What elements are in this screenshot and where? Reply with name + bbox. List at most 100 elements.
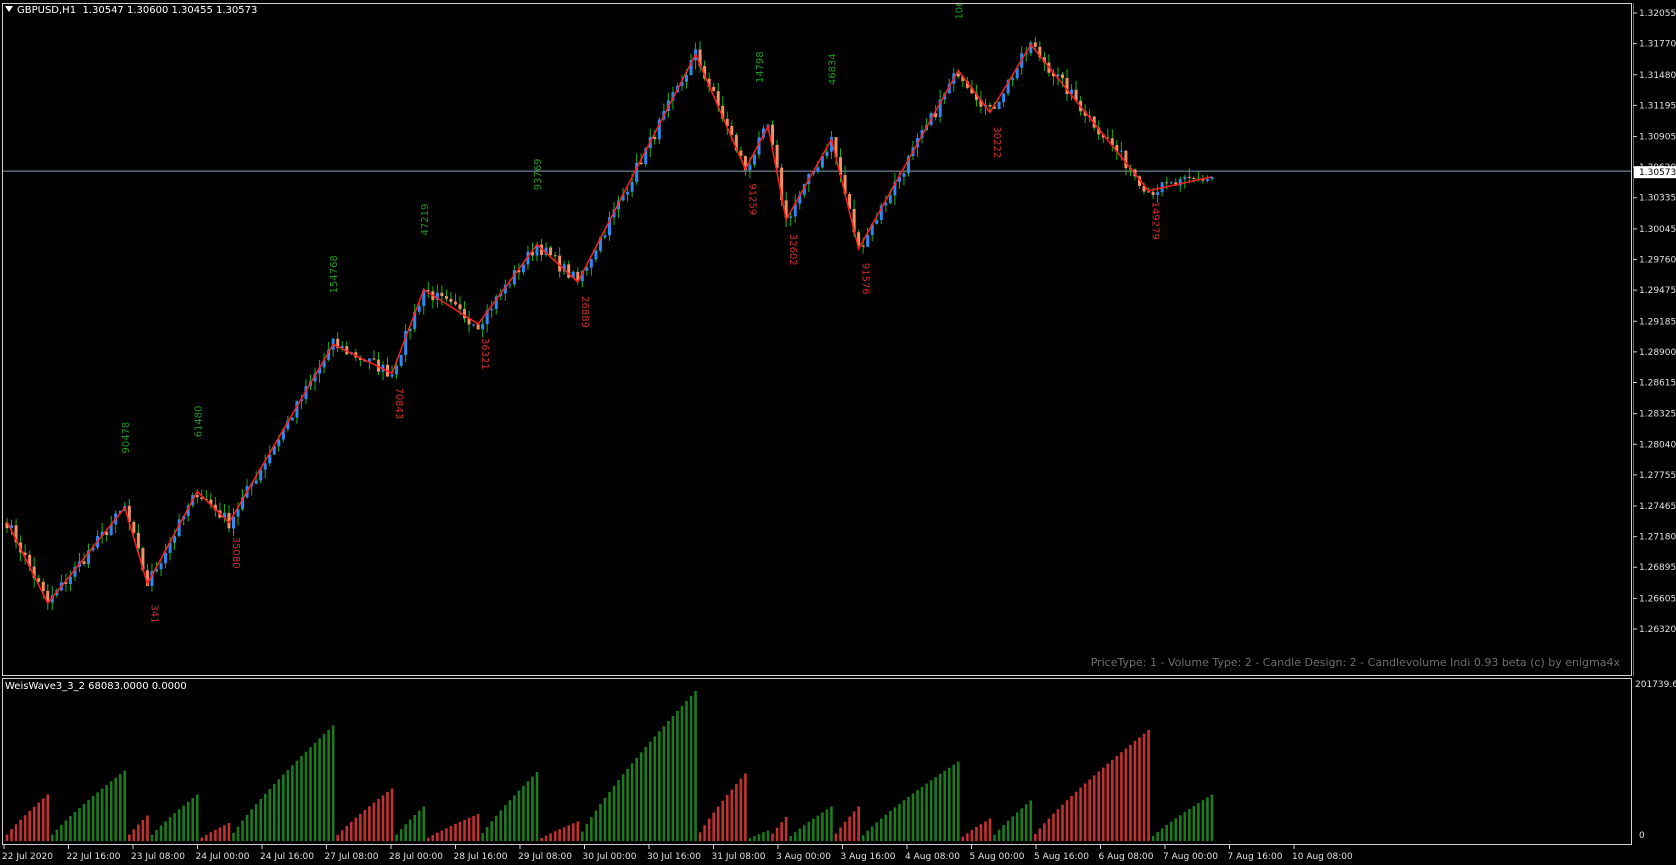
candle-body: [567, 264, 571, 278]
volume-bar: [214, 829, 217, 841]
candle-body: [1119, 150, 1123, 152]
chevron-down-icon[interactable]: [5, 6, 13, 12]
volume-bar: [431, 835, 435, 841]
candle-body: [1083, 111, 1087, 116]
volume-bar: [123, 770, 127, 841]
volume-bar: [436, 832, 439, 841]
candle-body: [1201, 178, 1205, 181]
candle-body: [1169, 182, 1173, 184]
candle-body: [979, 99, 983, 107]
volume-bar: [1083, 783, 1087, 841]
price-chart-svg[interactable]: 90478 341 61480 35080 154768 70843 47219 36321 9…: [3, 4, 1631, 675]
candle-body: [1192, 177, 1196, 179]
volume-bar: [268, 788, 272, 841]
candle-body: [304, 386, 308, 400]
volume-bar: [1111, 759, 1114, 841]
candle-body: [730, 125, 734, 135]
candle-body: [358, 357, 362, 360]
candle-body: [630, 181, 634, 192]
volume-bar: [404, 824, 407, 841]
volume-bar: [517, 790, 521, 841]
candle-body: [404, 331, 408, 355]
candle-body: [422, 290, 426, 307]
candle-body: [399, 354, 403, 366]
time-tick-label: 22 Jul 2020: [2, 852, 53, 862]
volume-bar: [907, 796, 910, 841]
volume-bar: [295, 760, 299, 841]
candle-body: [549, 247, 553, 256]
candle-body: [617, 200, 621, 210]
weiswave-panel[interactable]: [2, 678, 1632, 845]
candle-body: [286, 420, 290, 430]
volume-bar: [340, 830, 344, 841]
candle-body: [1006, 80, 1010, 94]
volume-bar: [1188, 809, 1191, 841]
volume-bar: [993, 834, 996, 841]
volume-bar: [186, 801, 190, 841]
volume-bar: [41, 798, 45, 841]
volume-bar: [318, 738, 321, 841]
candle-body: [839, 157, 843, 175]
volume-bar: [812, 818, 815, 841]
volume-bar: [291, 765, 294, 841]
volume-bar: [91, 796, 95, 841]
volume-bar: [599, 804, 602, 841]
candle-body: [213, 504, 217, 511]
volume-bar: [105, 784, 108, 841]
candle-body: [589, 259, 593, 268]
volume-bar: [426, 837, 430, 841]
volume-bar: [413, 815, 416, 841]
volume-bar: [1070, 795, 1073, 841]
indicator-scale[interactable]: 201739.65 0: [1633, 678, 1676, 845]
time-tick-label: 7 Aug 16:00: [1228, 852, 1283, 862]
volume-bar: [540, 837, 543, 841]
candle-body: [23, 552, 27, 555]
time-tick-label: 30 Jul 16:00: [647, 852, 701, 862]
volume-bar: [73, 811, 77, 841]
price-scale[interactable]: 1.320551.317701.314801.311951.309051.306…: [1633, 3, 1676, 676]
volume-bar: [499, 810, 503, 841]
volume-bar: [780, 822, 783, 841]
volume-bar: [671, 715, 675, 841]
candle-body: [227, 512, 231, 529]
wave-volume-label: 91576: [860, 263, 871, 295]
volume-bar: [1097, 771, 1101, 841]
volume-bar: [662, 726, 666, 841]
volume-bar: [1192, 806, 1196, 841]
candle-body: [417, 306, 421, 312]
volume-bar: [128, 834, 131, 841]
volume-bar: [889, 810, 892, 841]
volume-bar: [109, 781, 113, 841]
candle-body: [168, 542, 172, 553]
volume-bar: [476, 814, 480, 841]
volume-bar: [617, 780, 620, 841]
volume-bar: [1115, 755, 1119, 841]
volume-bar: [114, 777, 118, 841]
candle-body: [367, 358, 371, 362]
main-chart-panel[interactable]: 90478 341 61480 35080 154768 70843 47219 36321 9…: [2, 3, 1632, 676]
time-axis[interactable]: 22 Jul 2020 22 Jul 16:00 23 Jul 08:00 24 Ju…: [0, 845, 1632, 865]
candle-body: [46, 590, 50, 603]
volume-bar: [902, 800, 906, 841]
candle-body: [1183, 176, 1187, 180]
volume-bar: [789, 836, 792, 841]
volume-bar: [146, 815, 149, 841]
candle-body: [947, 83, 951, 94]
candle-body: [598, 237, 602, 251]
volume-bar: [372, 802, 376, 841]
volume-bar: [173, 813, 176, 841]
candle-body: [771, 124, 775, 145]
candle-body: [848, 193, 852, 209]
candle-body: [73, 566, 77, 577]
volume-bar: [753, 836, 756, 841]
candle-body: [50, 595, 54, 603]
volume-bar: [223, 825, 226, 841]
symbol-name: GBPUSD,H1: [17, 5, 77, 16]
candle-body: [721, 105, 725, 119]
volume-bar: [676, 710, 679, 841]
candle-body: [259, 469, 263, 481]
volume-bar: [37, 802, 41, 841]
candle-body: [263, 463, 267, 470]
volume-bar: [784, 817, 788, 841]
candle-body: [585, 267, 589, 271]
